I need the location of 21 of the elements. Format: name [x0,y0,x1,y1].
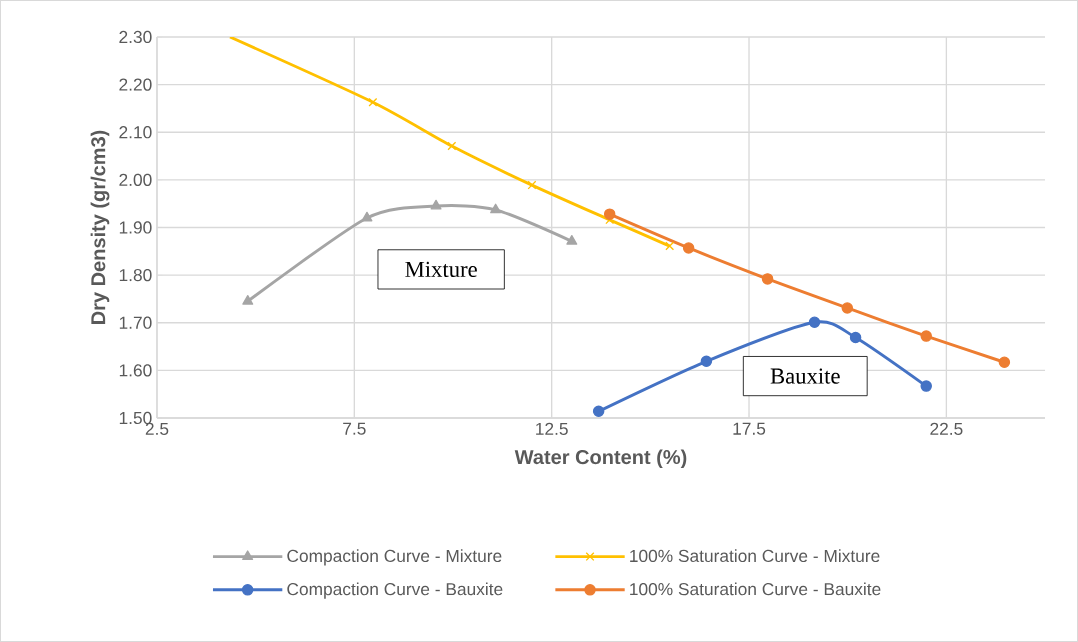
x-tick-label: 7.5 [343,422,366,435]
annotation: Mixture [405,261,477,278]
y-tick-label: 1.90 [119,221,152,234]
x-tick-label: 17.5 [733,422,766,435]
legend-label: 100% Saturation Curve - Mixture [630,549,880,563]
legend-label: Compaction Curve - Bauxite [287,582,503,599]
y-tick-label: 2.20 [119,78,152,91]
y-tick-label: 1.70 [119,316,152,329]
annotation: Bauxite [770,368,840,384]
y-tick-label: 1.80 [119,268,152,282]
legend-label: 100% Saturation Curve - Bauxite [630,582,881,596]
x-axis-title: Water Content (%) [514,449,687,469]
y-axis-title: Dry Density (gr/cm3) [90,130,110,324]
y-tick-label: 1.60 [119,364,152,377]
x-tick-label: 12.5 [536,422,568,435]
y-tick-label: 2.00 [119,173,152,187]
legend-label: Compaction Curve - Mixture [287,549,502,566]
x-tick-label: 22.5 [930,422,963,435]
y-tick-label: 2.30 [119,30,152,44]
y-tick-label: 2.10 [119,126,152,139]
y-tick-label: 1.50 [119,411,152,425]
